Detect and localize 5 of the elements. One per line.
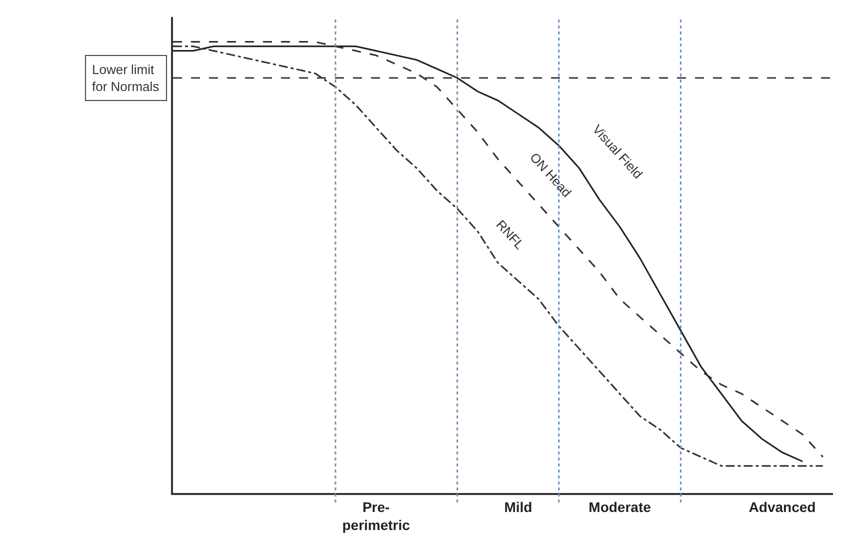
ref-line-label: Lower limit for Normals — [92, 62, 160, 94]
x-tick-label: Advanced — [748, 498, 816, 515]
x-tick-label: Moderate — [588, 498, 652, 515]
x-tick-label: Mild — [504, 498, 532, 515]
x-tick-label: Pre- perimetric — [342, 498, 410, 533]
